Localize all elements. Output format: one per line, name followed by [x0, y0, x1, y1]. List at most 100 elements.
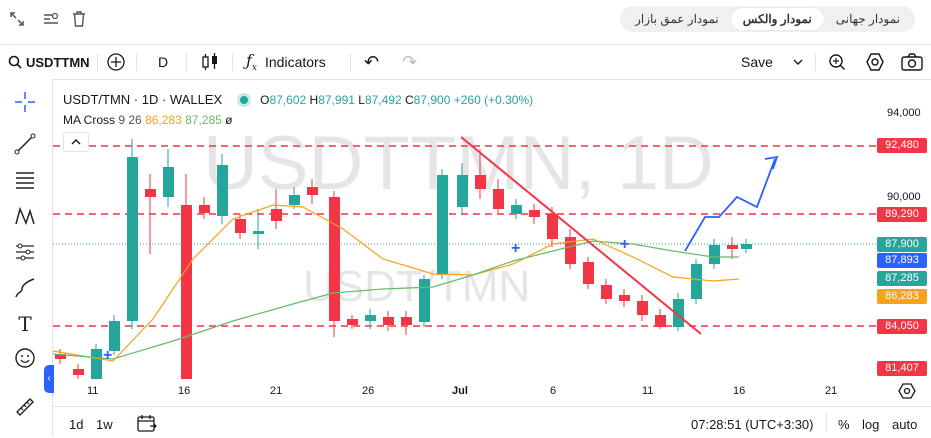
divider	[136, 53, 137, 71]
projection-arrowhead	[764, 155, 779, 170]
range-1d-button[interactable]: 1d	[69, 417, 84, 432]
gear-icon[interactable]	[865, 45, 885, 79]
price-label-low: 81,407	[877, 361, 927, 376]
price-axis[interactable]: 94,000 90,000 92,480 89,290 87,900 87,89…	[877, 79, 931, 379]
symbol-label: USDTTMN	[26, 54, 90, 70]
candles-icon	[202, 53, 217, 70]
text-tool-icon[interactable]: T	[18, 312, 32, 336]
price-label-support: 84,050	[877, 319, 927, 334]
drawing-toolbar: T ‹	[0, 79, 54, 437]
divider	[826, 413, 827, 431]
chevron-down-icon[interactable]	[793, 45, 803, 79]
price-chart[interactable]: USDTTMN, 1D USDT/TMN ++ +	[53, 79, 877, 379]
candle-body	[741, 244, 752, 249]
candle-body	[253, 231, 264, 234]
compare-button[interactable]	[106, 45, 126, 79]
candle-body	[55, 354, 66, 359]
ruler-icon[interactable]	[12, 394, 38, 420]
expand-icon[interactable]	[6, 8, 28, 30]
bottom-toolbar: 1d 1w 07:28:51 (UTC+3:30) % log auto	[53, 406, 931, 438]
range-1w-button[interactable]: 1w	[96, 417, 113, 432]
top-bar: نمودار عمق بازار نمودار والکس نمودار جها…	[0, 0, 931, 38]
brush-icon[interactable]	[12, 275, 38, 301]
candle-body	[601, 285, 612, 299]
candle-body	[437, 175, 448, 275]
collapse-toolbar-icon[interactable]: ‹	[44, 365, 54, 393]
plus-circle-icon	[107, 53, 125, 71]
candle-body	[163, 167, 174, 197]
time-tick: 26	[362, 385, 375, 397]
pattern-icon[interactable]	[12, 203, 38, 229]
buy-marker: +	[511, 240, 520, 257]
candle-body	[91, 349, 102, 379]
candle-body	[547, 214, 558, 239]
save-label: Save	[741, 54, 773, 70]
crosshair-icon[interactable]	[12, 89, 38, 115]
candle-body	[493, 189, 504, 209]
price-label-ma-fast: 86,283	[877, 289, 927, 304]
ohlc-values: O87,602 H87,991 L87,492 C87,900 +260 (+0…	[260, 92, 534, 107]
ma-slow-line	[53, 240, 739, 360]
time-tick: 16	[178, 385, 191, 397]
candle-body	[73, 369, 84, 375]
candle-body	[127, 157, 138, 321]
candle-body	[637, 301, 648, 315]
time-tick: 11	[87, 385, 99, 397]
candle-body	[401, 317, 412, 325]
tab-wallex-chart[interactable]: نمودار والکس	[730, 8, 824, 30]
auto-toggle[interactable]: auto	[892, 417, 918, 432]
time-tick: 21	[270, 385, 283, 397]
tab-global-chart[interactable]: نمودار جهانی	[835, 12, 900, 26]
redo-icon[interactable]: ↷	[402, 51, 418, 72]
candle-body	[691, 264, 702, 299]
clock-timezone[interactable]: 07:28:51 (UTC+3:30)	[691, 417, 814, 432]
percent-toggle[interactable]: %	[838, 417, 850, 432]
candle-body	[709, 245, 720, 264]
collapse-legend-button[interactable]	[63, 132, 89, 152]
undo-icon[interactable]: ↶	[364, 51, 380, 72]
candle-body	[365, 315, 376, 321]
price-tick: 94,000	[887, 107, 921, 119]
time-tick: Jul	[452, 385, 468, 397]
calendar-range-icon[interactable]	[137, 414, 157, 437]
quick-search-icon[interactable]	[827, 45, 847, 79]
candle-body	[673, 299, 684, 327]
candle-body	[289, 195, 300, 205]
candle-body	[347, 319, 358, 325]
settings-list-icon[interactable]	[40, 8, 62, 30]
function-icon: ƒx	[246, 50, 257, 74]
indicators-button[interactable]: ƒx Indicators	[246, 45, 326, 79]
axis-settings-icon[interactable]	[898, 382, 916, 400]
search-icon	[8, 55, 22, 69]
interval-button[interactable]: D	[158, 54, 169, 70]
tab-depth-chart[interactable]: نمودار عمق بازار	[635, 12, 719, 26]
camera-icon[interactable]	[901, 45, 923, 79]
trend-line-icon[interactable]	[12, 131, 38, 157]
symbol-search[interactable]: USDTTMN	[8, 45, 90, 79]
candle-body	[307, 187, 318, 195]
forecast-icon[interactable]	[12, 239, 38, 265]
candle-body	[383, 317, 394, 325]
market-status-dot	[240, 95, 249, 104]
price-label-ma-slow: 87,285	[877, 271, 927, 286]
chart-legend: USDT/TMN · 1D · WALLEX O87,602 H87,991 L…	[63, 92, 533, 152]
time-tick: 16	[733, 385, 746, 397]
candle-body	[655, 315, 666, 327]
log-toggle[interactable]: log	[862, 417, 880, 432]
chart-type-button[interactable]	[201, 45, 219, 79]
candle-body	[271, 209, 282, 221]
emoji-icon[interactable]	[12, 345, 38, 371]
candle-body	[457, 175, 468, 207]
candle-body	[475, 175, 486, 189]
candle-body	[145, 189, 156, 197]
time-tick: 6	[550, 385, 557, 397]
candle-body	[565, 237, 576, 264]
ma-cross-legend[interactable]: MA Cross 9 26 86,283 87,285 ø	[63, 113, 233, 127]
trash-icon[interactable]	[68, 8, 90, 30]
divider	[350, 53, 351, 71]
fib-lines-icon[interactable]	[12, 167, 38, 193]
projection-path	[684, 158, 776, 252]
candle-body	[217, 165, 228, 216]
divider	[232, 53, 233, 71]
save-button[interactable]: Save	[741, 45, 773, 79]
